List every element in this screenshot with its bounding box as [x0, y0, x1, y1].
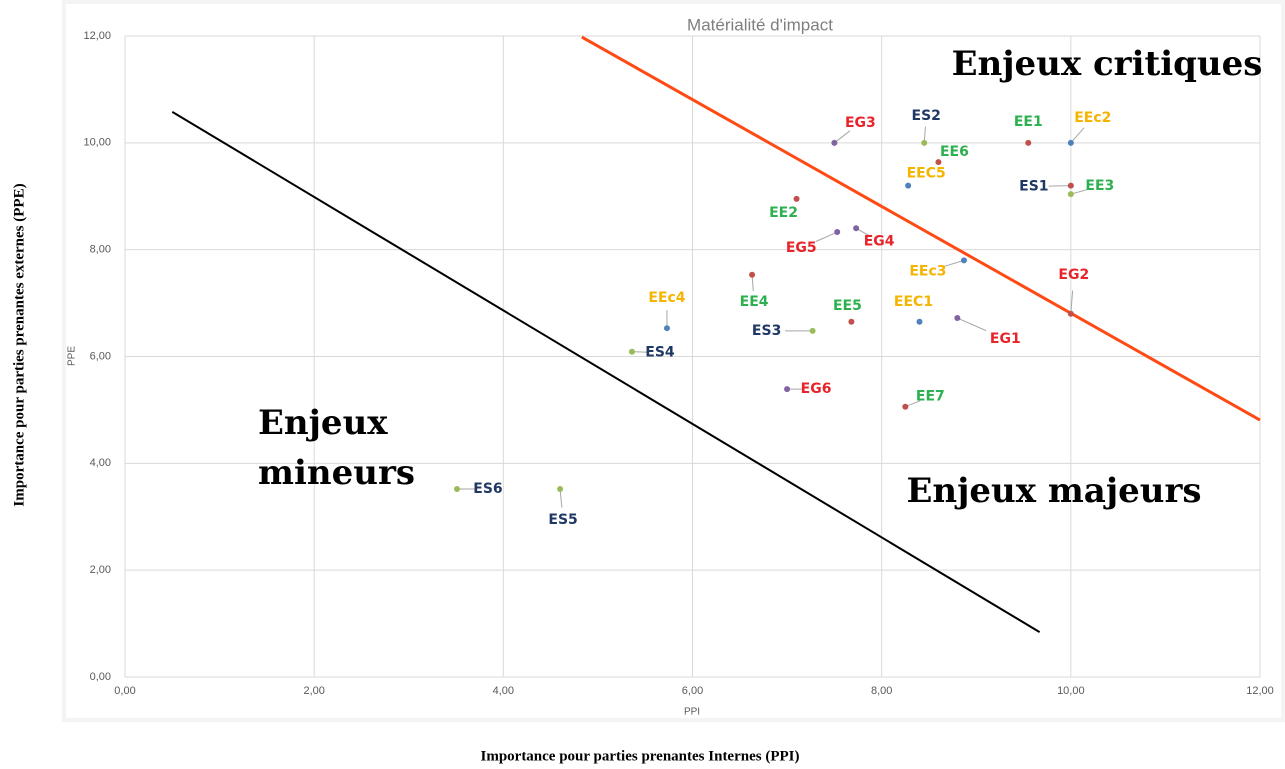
- point: [1067, 191, 1074, 198]
- point-label: EG5: [786, 240, 817, 256]
- annotation: Enjeux critiques: [952, 44, 1263, 84]
- point-label: EEC5: [907, 166, 946, 182]
- point-label: EG4: [864, 233, 895, 249]
- point-label: EEc4: [648, 290, 685, 306]
- point: [916, 318, 923, 325]
- point-label: EE7: [916, 389, 945, 405]
- x-axis-title: PPI: [684, 707, 700, 718]
- points: EG3 ES2 EE1 EEc2 EE6 EEC5 ES1 EE3 EE2 EG5 EG4 EEc3 E…: [453, 108, 1114, 528]
- point-label: EG1: [990, 331, 1021, 347]
- y-tick-label: 2,00: [90, 564, 111, 576]
- point-label: ES4: [645, 345, 675, 361]
- leader-line: [1070, 188, 1089, 195]
- x-tick-label: 2,00: [303, 685, 324, 697]
- point-label: EG2: [1058, 267, 1089, 283]
- point: [935, 159, 942, 166]
- point: [902, 403, 909, 410]
- leader-line: [815, 231, 838, 243]
- y-tick-label: 4,00: [90, 457, 111, 469]
- annotation: Enjeux majeurs: [906, 471, 1201, 511]
- x-tick-label: 12,00: [1246, 685, 1274, 697]
- leader-line: [834, 130, 851, 144]
- point: [834, 229, 841, 236]
- point: [1067, 182, 1074, 189]
- y-tick-label: 12,00: [83, 30, 111, 42]
- point: [784, 386, 791, 393]
- point: [793, 195, 800, 202]
- point-label: EG3: [845, 115, 876, 131]
- point-label: ES2: [912, 108, 941, 124]
- point-label: EE4: [740, 294, 769, 310]
- point: [628, 348, 635, 355]
- point-label: EE5: [833, 298, 862, 314]
- x-tick-label: 4,00: [493, 685, 514, 697]
- outer-x-label: Importance pour parties prenantes Intern…: [480, 748, 799, 764]
- x-tick-label: 10,00: [1057, 685, 1085, 697]
- point-label: EE1: [1014, 114, 1043, 130]
- point: [848, 318, 855, 325]
- point-label: ES1: [1019, 179, 1048, 195]
- point: [557, 485, 564, 492]
- point-label: EG6: [801, 381, 832, 397]
- y-axis-title: PPE: [67, 346, 78, 366]
- point-label: EE3: [1085, 178, 1114, 194]
- region-line: [171, 110, 1041, 633]
- point: [1025, 139, 1032, 146]
- point: [1067, 139, 1074, 146]
- region-lines: [171, 35, 1261, 633]
- region-line: [581, 35, 1261, 422]
- point: [749, 271, 756, 278]
- point: [809, 327, 816, 334]
- y-tick-label: 0,00: [90, 671, 111, 683]
- annotation: mineurs: [258, 453, 415, 493]
- point-label: ES6: [473, 481, 502, 497]
- point-label: EE6: [940, 144, 969, 160]
- point: [1067, 310, 1074, 317]
- leader-line: [1070, 290, 1074, 314]
- point-label: EEc3: [909, 263, 946, 279]
- point: [853, 225, 860, 232]
- leader-line: [1048, 185, 1071, 187]
- annotation: Enjeux: [258, 403, 388, 443]
- point: [921, 139, 928, 146]
- point-label: EEc2: [1074, 110, 1111, 126]
- point-label: ES5: [548, 512, 577, 528]
- leader-line: [1070, 127, 1085, 144]
- y-tick-label: 10,00: [83, 137, 111, 149]
- x-tick-label: 0,00: [114, 685, 135, 697]
- point-label: EE2: [769, 205, 798, 221]
- y-tick-label: 8,00: [90, 244, 111, 256]
- point: [831, 139, 838, 146]
- point-label: EEC1: [894, 294, 933, 310]
- point: [663, 325, 670, 332]
- point-label: ES3: [752, 323, 781, 339]
- point: [960, 257, 967, 264]
- chart-area: [66, 4, 1281, 718]
- outer-y-label: Importance pour parties prenantes extern…: [11, 183, 27, 506]
- leader-line: [942, 259, 965, 268]
- point: [954, 315, 961, 322]
- leader-line: [957, 317, 987, 332]
- leader-line: [559, 488, 563, 508]
- x-tick-label: 8,00: [871, 685, 892, 697]
- point: [905, 182, 912, 189]
- chart-title: Matérialité d'impact: [687, 15, 833, 34]
- x-tick-label: 6,00: [682, 685, 703, 697]
- y-tick-label: 6,00: [90, 350, 111, 362]
- point: [453, 485, 460, 492]
